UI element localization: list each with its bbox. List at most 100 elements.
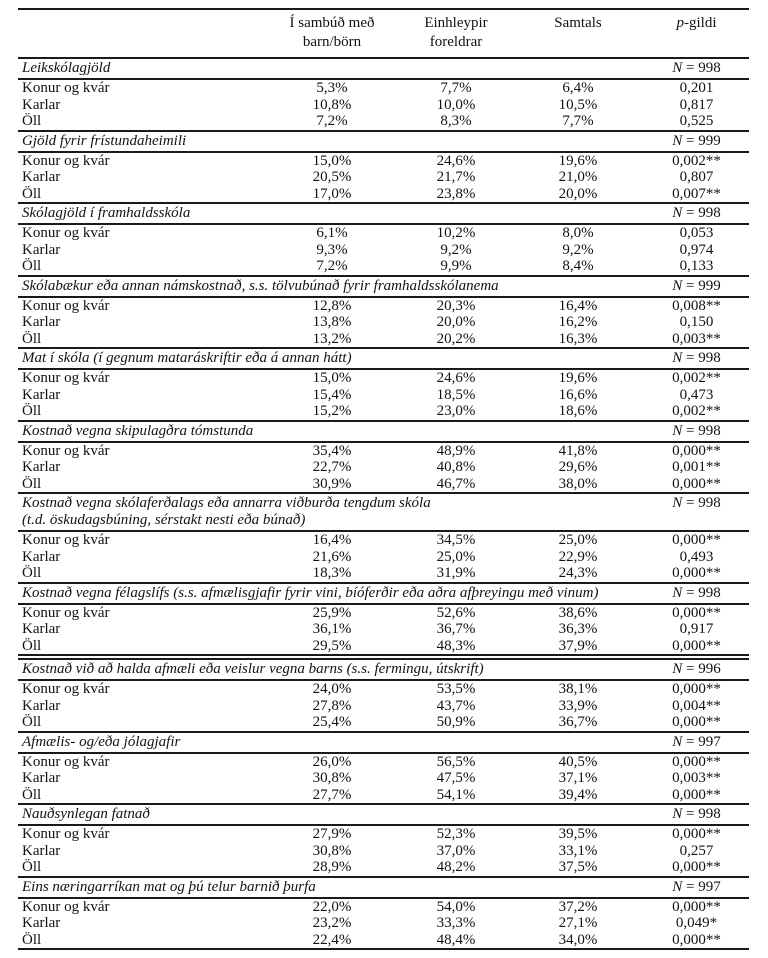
p-value: 0,133 xyxy=(679,258,714,274)
value-total: 24,3% xyxy=(558,565,598,581)
value-single-parents: 23,8% xyxy=(436,185,476,202)
header-p-rest: -gildi xyxy=(684,15,717,31)
data-row: Konur og kvár 5,3% 7,7% 6,4% 0,201 xyxy=(18,79,749,97)
row-label: Öll xyxy=(22,786,42,803)
n-symbol: N xyxy=(672,205,683,221)
value-cohabiting: 15,2% xyxy=(312,403,352,419)
data-row: Konur og kvár 6,1% 10,2% 8,0% 0,053 xyxy=(18,224,749,242)
row-label: Konur og kvár xyxy=(22,826,110,842)
row-label: Konur og kvár xyxy=(22,370,110,386)
value-single-parents: 34,5% xyxy=(436,532,476,548)
n-value: = 998 xyxy=(686,205,721,221)
data-row: Karlar 36,1% 36,7% 36,3% 0,917 xyxy=(18,621,749,638)
value-single-parents: 48,9% xyxy=(436,442,476,459)
p-value: 0,000** xyxy=(672,786,721,803)
value-total: 36,3% xyxy=(558,621,598,637)
sample-size-cell: N = 997 xyxy=(644,877,749,898)
value-total: 19,6% xyxy=(558,370,598,386)
p-value: 0,000** xyxy=(672,898,721,915)
sample-size-cell: N = 999 xyxy=(644,131,749,152)
section-header-row: Gjöld fyrir frístundaheimili N = 999 xyxy=(18,130,749,152)
section-title-text: Nauðsynlegan fatnað xyxy=(22,806,150,822)
value-total: 41,8% xyxy=(558,442,598,459)
value-single-parents: 37,0% xyxy=(436,842,476,859)
value-single-parents: 36,7% xyxy=(436,621,476,637)
value-single-parents: 46,7% xyxy=(436,475,476,492)
data-row: Öll 22,4% 48,4% 34,0% 0,000** xyxy=(18,931,749,949)
data-row: Öll 18,3% 31,9% 24,3% 0,000** xyxy=(18,565,749,583)
header-single-line2: foreldrar xyxy=(429,34,483,50)
data-row: Karlar 21,6% 25,0% 22,9% 0,493 xyxy=(18,549,749,566)
value-cohabiting: 16,4% xyxy=(312,532,352,548)
value-single-parents: 10,0% xyxy=(436,96,476,113)
row-label: Konur og kvár xyxy=(22,532,110,548)
data-row: Konur og kvár 15,0% 24,6% 19,6% 0,002** xyxy=(18,152,749,170)
section-title-text: Kostnað vegna skipulagðra tómstunda xyxy=(22,422,254,439)
data-row: Karlar 10,8% 10,0% 10,5% 0,817 xyxy=(18,97,749,114)
value-cohabiting: 26,0% xyxy=(312,753,352,770)
row-label: Karlar xyxy=(22,697,61,714)
section-title-cell: Afmælis- og/eða jólagjafir xyxy=(18,732,644,753)
value-cohabiting: 15,4% xyxy=(312,386,352,403)
section-header-row: Leikskólagjöld N = 998 xyxy=(18,58,749,79)
value-total: 16,4% xyxy=(558,297,598,314)
value-total: 40,5% xyxy=(558,753,598,770)
value-single-parents: 25,0% xyxy=(436,548,476,565)
value-total: 37,1% xyxy=(558,770,598,786)
section-title-cell: Kostnað vegna skipulagðra tómstunda xyxy=(18,421,644,442)
row-label: Konur og kvár xyxy=(22,442,110,459)
value-single-parents: 54,1% xyxy=(436,786,476,803)
sample-size-cell: N = 998 xyxy=(644,493,749,531)
data-row: Konur og kvár 26,0% 56,5% 40,5% 0,000** xyxy=(18,753,749,771)
n-value: = 998 xyxy=(686,806,721,822)
value-total: 36,7% xyxy=(558,714,598,730)
data-row: Karlar 27,8% 43,7% 33,9% 0,004** xyxy=(18,698,749,715)
data-row: Öll 28,9% 48,2% 37,5% 0,000** xyxy=(18,859,749,877)
data-row: Konur og kvár 27,9% 52,3% 39,5% 0,000** xyxy=(18,825,749,843)
value-cohabiting: 22,7% xyxy=(312,459,352,475)
value-total: 21,0% xyxy=(558,169,598,185)
value-total: 39,5% xyxy=(558,826,598,842)
value-total: 39,4% xyxy=(558,786,598,803)
n-value: = 998 xyxy=(686,60,721,76)
value-single-parents: 9,2% xyxy=(440,241,472,258)
sample-size-cell: N = 998 xyxy=(644,58,749,79)
section-header-row: Skólagjöld í framhaldsskóla N = 998 xyxy=(18,203,749,224)
section-title-cell: Kostnað vegna skólaferðalags eða annarra… xyxy=(18,493,644,531)
section-header-row: Kostnað vegna skólaferðalags eða annarra… xyxy=(18,493,749,531)
value-single-parents: 48,2% xyxy=(436,859,476,875)
row-label: Öll xyxy=(22,637,42,654)
value-cohabiting: 27,7% xyxy=(312,786,352,803)
p-value: 0,974 xyxy=(679,241,714,258)
p-value: 0,003** xyxy=(672,330,721,347)
p-value: 0,257 xyxy=(679,842,714,859)
p-value: 0,493 xyxy=(679,548,714,565)
row-label: Karlar xyxy=(22,770,61,786)
value-single-parents: 53,5% xyxy=(436,681,476,697)
n-value: = 997 xyxy=(686,878,721,895)
value-single-parents: 20,2% xyxy=(436,330,476,347)
data-row: Konur og kvár 25,9% 52,6% 38,6% 0,000** xyxy=(18,604,749,622)
section-title-cell: Gjöld fyrir frístundaheimili xyxy=(18,131,644,152)
value-cohabiting: 27,9% xyxy=(312,826,352,842)
data-row: Karlar 22,7% 40,8% 29,6% 0,001** xyxy=(18,459,749,476)
value-cohabiting: 27,8% xyxy=(312,697,352,714)
n-value: = 996 xyxy=(686,661,721,677)
p-value: 0,007** xyxy=(672,185,721,202)
value-cohabiting: 25,9% xyxy=(312,604,352,621)
section-title-cell: Skólabækur eða annan námskostnað, s.s. t… xyxy=(18,276,644,297)
header-cohabiting-line2: barn/börn xyxy=(302,34,362,50)
row-label: Karlar xyxy=(22,915,61,931)
header-empty-cell xyxy=(18,9,264,58)
p-value: 0,004** xyxy=(672,697,721,714)
value-total: 34,0% xyxy=(558,931,598,948)
sample-size-cell: N = 998 xyxy=(644,203,749,224)
value-total: 20,0% xyxy=(558,185,598,202)
n-symbol: N xyxy=(672,277,683,294)
data-row: Konur og kvár 16,4% 34,5% 25,0% 0,000** xyxy=(18,531,749,549)
p-value: 0,000** xyxy=(672,826,721,842)
section-title-text-line2: (t.d. öskudagsbúning, sérstakt nesti eða… xyxy=(22,512,306,528)
data-row: Konur og kvár 24,0% 53,5% 38,1% 0,000** xyxy=(18,680,749,698)
p-value: 0,150 xyxy=(679,314,714,330)
